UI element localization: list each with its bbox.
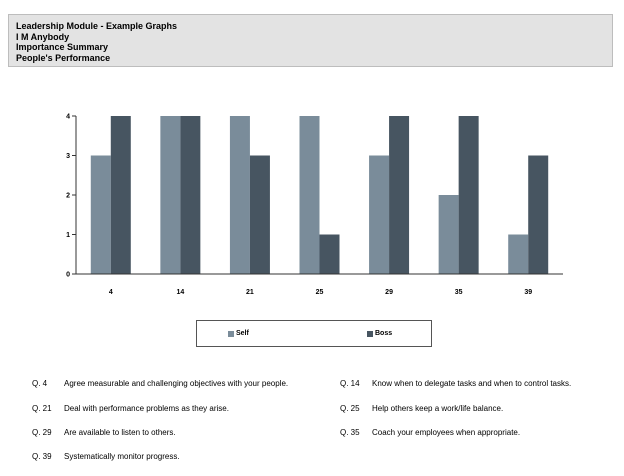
x-tick-label: 39	[524, 289, 532, 296]
question-number: Q. 25	[340, 404, 360, 413]
legend-item-self: Self	[228, 330, 249, 337]
question-number: Q. 21	[32, 404, 52, 413]
bar-self-q14	[160, 116, 181, 274]
x-tick-label: 14	[176, 289, 184, 296]
report-subtitle: People's Performance	[16, 52, 111, 63]
x-tick-label: 21	[246, 289, 254, 296]
bar-self-q39	[508, 234, 529, 274]
question-item: Q. 4 Agree measurable and challenging ob…	[32, 379, 292, 399]
question-number: Q. 14	[340, 379, 360, 388]
bar-self-q29	[369, 155, 390, 274]
person-name: I M Anybody	[16, 31, 70, 42]
x-tick-label: 4	[109, 289, 113, 296]
question-number: Q. 29	[32, 428, 52, 437]
question-text: Deal with performance problems as they a…	[64, 404, 229, 413]
question-number: Q. 39	[32, 452, 52, 461]
question-item: Q. 29 Are available to listen to others.	[32, 428, 292, 438]
x-tick-label: 25	[316, 289, 324, 296]
question-item: Q. 21 Deal with performance problems as …	[32, 404, 292, 414]
question-text: Help others keep a work/life balance.	[372, 404, 504, 413]
y-tick-label: 3	[66, 153, 70, 160]
question-number: Q. 4	[32, 379, 48, 388]
y-tick-label: 0	[66, 272, 70, 279]
question-item: Q. 35 Coach your employees when appropri…	[340, 428, 620, 438]
report-header: Leadership Module - Example Graphs I M A…	[8, 14, 613, 67]
y-tick-label: 1	[66, 232, 70, 239]
question-item: Q. 14 Know when to delegate tasks and wh…	[340, 379, 620, 389]
question-text: Coach your employees when appropriate.	[372, 428, 521, 437]
bar-boss-q14	[180, 116, 201, 274]
chart-legend: Self Boss	[196, 320, 432, 347]
legend-label-self: Self	[236, 330, 249, 337]
question-text: Know when to delegate tasks and when to …	[372, 379, 572, 388]
question-text: Systematically monitor progress.	[64, 452, 180, 461]
summary-title: Importance Summary	[16, 42, 109, 52]
y-tick-label: 4	[66, 114, 70, 121]
bar-boss-q4	[110, 116, 131, 274]
question-number: Q. 35	[340, 428, 360, 437]
question-text: Are available to listen to others.	[64, 428, 176, 437]
question-item: Q. 39 Systematically monitor progress.	[32, 452, 292, 462]
question-text: Agree measurable and challenging objecti…	[64, 379, 289, 388]
bar-self-q35	[438, 195, 459, 274]
bar-boss-q21	[249, 155, 270, 274]
bar-chart: 4 14 21 25 29 35 39 0 1 2 3 4	[66, 114, 563, 296]
x-tick-label: 35	[455, 289, 463, 296]
bar-boss-q25	[319, 234, 340, 274]
bar-self-q4	[90, 155, 111, 274]
x-tick-label: 29	[385, 289, 393, 296]
bar-self-q21	[229, 116, 250, 274]
legend-swatch-boss	[367, 330, 373, 337]
legend-swatch-self	[228, 330, 234, 337]
y-tick-label: 2	[66, 193, 70, 200]
legend-label-boss: Boss	[375, 330, 393, 337]
report-title: Leadership Module - Example Graphs	[16, 21, 178, 31]
legend-item-boss: Boss	[367, 330, 392, 337]
question-item: Q. 25 Help others keep a work/life balan…	[340, 404, 620, 414]
bar-boss-q39	[528, 155, 549, 274]
bar-self-q25	[299, 116, 320, 274]
bar-boss-q29	[389, 116, 410, 274]
bar-boss-q35	[458, 116, 479, 274]
